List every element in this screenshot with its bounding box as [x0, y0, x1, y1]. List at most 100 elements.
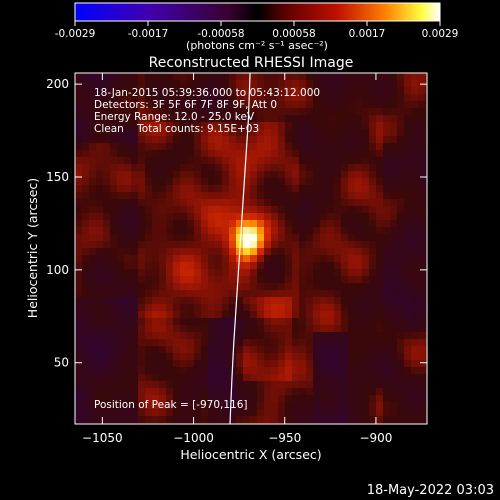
heatmap-cell — [180, 409, 187, 416]
heatmap-cell — [271, 353, 278, 360]
heatmap-cell — [292, 409, 299, 416]
heatmap-cell — [180, 402, 187, 409]
heatmap-cell — [110, 409, 117, 416]
heatmap-cell — [236, 129, 243, 136]
heatmap-cell — [327, 129, 334, 136]
heatmap-cell — [383, 325, 390, 332]
heatmap-cell — [264, 164, 271, 171]
heatmap-cell — [229, 192, 236, 199]
heatmap-cell — [208, 395, 215, 402]
heatmap-cell — [152, 304, 159, 311]
heatmap-cell — [229, 80, 236, 87]
heatmap-cell — [327, 87, 334, 94]
heatmap-cell — [411, 241, 418, 248]
heatmap-cell — [257, 80, 264, 87]
heatmap-cell — [152, 416, 159, 423]
heatmap-cell — [117, 213, 124, 220]
heatmap-cell — [355, 157, 362, 164]
heatmap-cell — [320, 353, 327, 360]
heatmap-cell — [124, 241, 131, 248]
heatmap-cell — [369, 115, 376, 122]
heatmap-cell — [369, 87, 376, 94]
heatmap-cell — [208, 241, 215, 248]
heatmap-cell — [138, 185, 145, 192]
heatmap-cell — [285, 206, 292, 213]
heatmap-cell — [376, 416, 383, 423]
heatmap-cell — [222, 227, 229, 234]
heatmap-cell — [222, 101, 229, 108]
heatmap-cell — [103, 325, 110, 332]
heatmap-cell — [96, 136, 103, 143]
heatmap-cell — [75, 234, 82, 241]
heatmap-cell — [222, 255, 229, 262]
heatmap-cell — [397, 290, 404, 297]
heatmap-cell — [173, 297, 180, 304]
heatmap-cell — [320, 143, 327, 150]
heatmap-cell — [250, 262, 257, 269]
heatmap-cell — [180, 150, 187, 157]
heatmap-cell — [131, 101, 138, 108]
heatmap-cell — [341, 213, 348, 220]
heatmap-cell — [180, 269, 187, 276]
heatmap-cell — [257, 409, 264, 416]
heatmap-cell — [390, 206, 397, 213]
heatmap-cell — [404, 388, 411, 395]
heatmap-cell — [250, 395, 257, 402]
heatmap-cell — [75, 115, 82, 122]
heatmap-cell — [159, 94, 166, 101]
heatmap-cell — [159, 360, 166, 367]
heatmap-cell — [89, 374, 96, 381]
heatmap-cell — [222, 206, 229, 213]
heatmap-cell — [334, 213, 341, 220]
heatmap-cell — [404, 150, 411, 157]
heatmap-cell — [75, 318, 82, 325]
heatmap-cell — [138, 150, 145, 157]
heatmap-cell — [208, 87, 215, 94]
heatmap-cell — [82, 129, 89, 136]
heatmap-cell — [138, 304, 145, 311]
heatmap-cell — [75, 255, 82, 262]
heatmap-cell — [103, 297, 110, 304]
heatmap-cell — [257, 178, 264, 185]
heatmap-cell — [173, 122, 180, 129]
heatmap-cell — [404, 220, 411, 227]
heatmap-cell — [397, 374, 404, 381]
heatmap-cell — [166, 206, 173, 213]
heatmap-cell — [89, 143, 96, 150]
heatmap-cell — [166, 213, 173, 220]
heatmap-cell — [236, 87, 243, 94]
heatmap-cell — [390, 87, 397, 94]
heatmap-cell — [243, 199, 250, 206]
heatmap-cell — [390, 150, 397, 157]
heatmap-cell — [222, 276, 229, 283]
heatmap-cell — [376, 150, 383, 157]
heatmap-cell — [362, 171, 369, 178]
heatmap-cell — [397, 206, 404, 213]
heatmap-cell — [418, 248, 425, 255]
heatmap-cell — [208, 115, 215, 122]
heatmap-cell — [166, 409, 173, 416]
heatmap-cell — [299, 388, 306, 395]
heatmap-cell — [117, 402, 124, 409]
heatmap-cell — [299, 206, 306, 213]
heatmap-cell — [320, 157, 327, 164]
heatmap-cell — [264, 255, 271, 262]
heatmap-cell — [159, 101, 166, 108]
heatmap-cell — [369, 136, 376, 143]
heatmap-cell — [313, 290, 320, 297]
heatmap-cell — [404, 157, 411, 164]
heatmap-cell — [250, 80, 257, 87]
heatmap-cell — [131, 353, 138, 360]
heatmap-cell — [341, 255, 348, 262]
heatmap-cell — [96, 395, 103, 402]
heatmap-cell — [313, 276, 320, 283]
heatmap-cell — [327, 192, 334, 199]
heatmap-cell — [229, 297, 236, 304]
heatmap-cell — [173, 220, 180, 227]
heatmap-cell — [131, 227, 138, 234]
heatmap-cell — [250, 136, 257, 143]
heatmap-cell — [257, 241, 264, 248]
heatmap-cell — [159, 269, 166, 276]
heatmap-cell — [243, 325, 250, 332]
heatmap-cell — [208, 374, 215, 381]
